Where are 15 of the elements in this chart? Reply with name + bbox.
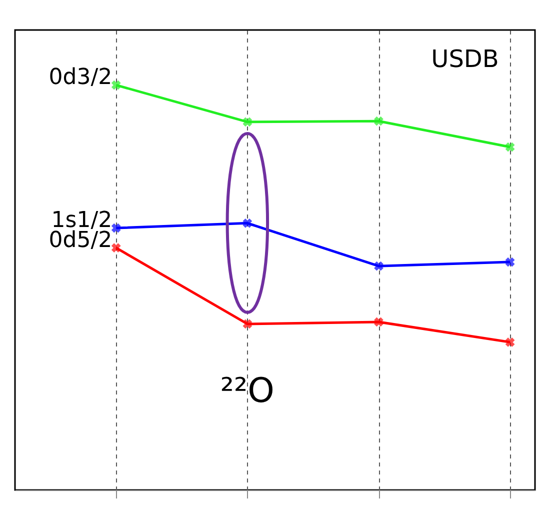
annotation: ²²O xyxy=(220,371,274,411)
series-label: 0d3/2 xyxy=(48,65,112,90)
point xyxy=(242,319,252,329)
point xyxy=(374,261,384,271)
text: USDB xyxy=(431,45,499,73)
point xyxy=(505,338,515,347)
point xyxy=(111,243,121,253)
point xyxy=(111,80,121,90)
point xyxy=(242,117,252,127)
point xyxy=(505,257,515,267)
point xyxy=(242,218,252,228)
point xyxy=(505,142,515,152)
point xyxy=(374,317,384,327)
point xyxy=(374,116,384,126)
point xyxy=(111,223,121,233)
